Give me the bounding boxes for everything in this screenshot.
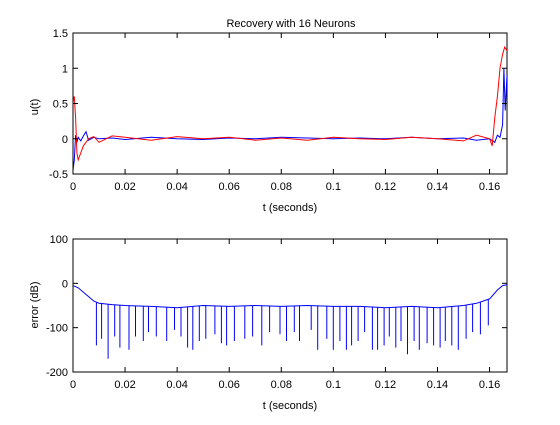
bottom-plot-xtick-label: 0.16 [479,379,500,391]
top-plot-xtick-label: 0.08 [271,181,292,193]
bottom-plot-xtick-label: 0 [70,379,76,391]
bottom-plot-ylabel: error (dB) [29,281,41,328]
top-plot-xlabel: t (seconds) [263,202,317,214]
bottom-plot-axes-box [72,238,508,373]
bottom-plot-xtick-label: 0.04 [166,379,187,391]
top-plot: Recovery with 16 Neurons t (seconds) u(t… [29,18,508,214]
top-plot-ytick-label: 0.5 [53,99,68,111]
bottom-plot-ytick-label: -100 [46,323,68,335]
bottom-plot-xtick-label: 0.08 [271,379,292,391]
bottom-plot-ytick-label: 100 [50,234,68,246]
bottom-plot-xtick-label: 0.12 [375,379,396,391]
top-plot-xtick-label: 0.16 [479,181,500,193]
bottom-plot-ytick-label: -200 [46,367,68,379]
bottom-plot-ytick-label: 0 [62,278,68,290]
top-plot-ytick-label: 0 [62,134,68,146]
bottom-plot-xtick-label: 0.1 [326,379,341,391]
top-plot-xtick-label: 0.12 [375,181,396,193]
top-plot-title: Recovery with 16 Neurons [226,18,356,30]
top-plot-axes-box [72,32,508,175]
top-plot-xtick-label: 0.04 [166,181,187,193]
bottom-plot-xlabel: t (seconds) [263,400,317,412]
top-plot-xtick-label: 0.02 [114,181,135,193]
top-plot-ytick-label: 1 [62,63,68,75]
top-plot-ytick-label: 1.5 [53,28,68,40]
top-plot-series-1-line [73,45,507,162]
bottom-plot-series-0-line [73,284,507,309]
top-plot-ylabel: u(t) [29,99,41,116]
bottom-plot: t (seconds) error (dB) 0 0.02 0.04 0.06 0.08… [29,234,508,412]
bottom-plot-xtick-label: 0.02 [114,379,135,391]
top-plot-xtick-label: 0 [70,181,76,193]
bottom-plot-xtick-label: 0.14 [427,379,448,391]
top-plot-xtick-label: 0.06 [218,181,239,193]
bottom-plot-data-area [73,284,507,359]
top-plot-ytick-label: -0.5 [49,169,68,181]
top-plot-xtick-label: 0.1 [326,181,341,193]
top-plot-data-area [73,45,507,171]
top-plot-series-0-line [73,68,507,171]
bottom-plot-xtick-label: 0.06 [218,379,239,391]
top-plot-xtick-label: 0.14 [427,181,448,193]
